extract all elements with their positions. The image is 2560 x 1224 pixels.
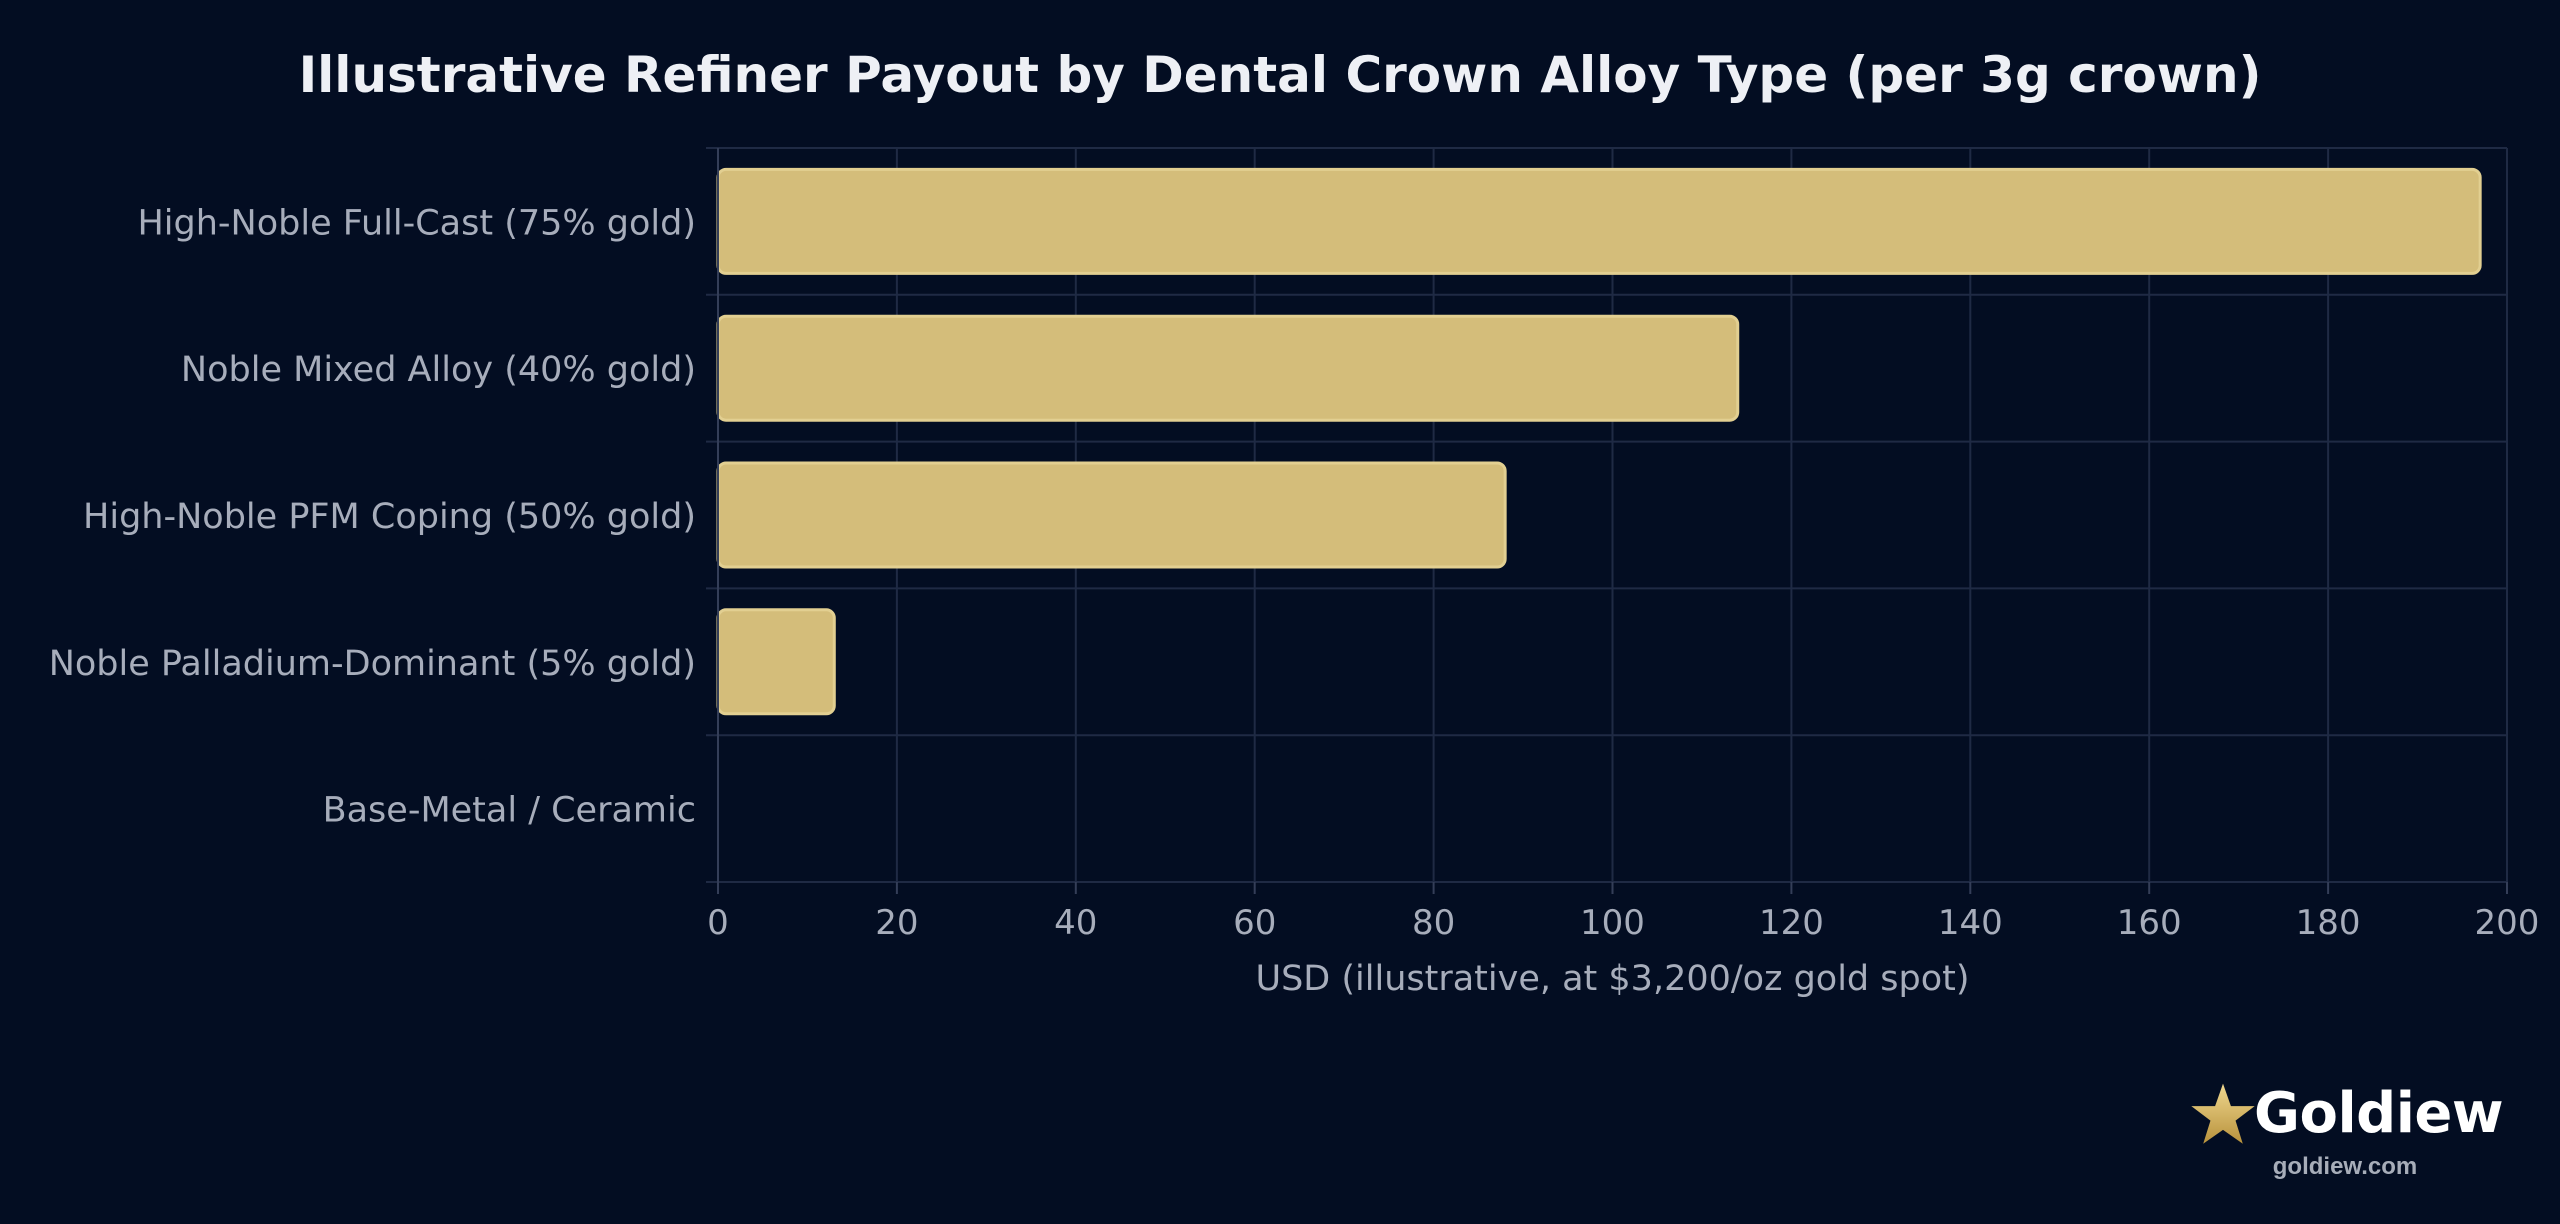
x-tick-label: 100 (1580, 903, 1645, 943)
category-label: High-Noble Full-Cast (75% gold) (137, 203, 696, 243)
x-tick-label: 80 (1412, 903, 1455, 943)
bar (716, 314, 1740, 422)
x-tick-label: 20 (875, 903, 918, 943)
bar (716, 167, 2482, 275)
x-tick-label: 180 (2296, 903, 2361, 943)
axes (717, 148, 2508, 894)
x-tick-label: 200 (2475, 903, 2540, 943)
x-tick-label: 60 (1233, 903, 1276, 943)
x-tick-label: 40 (1054, 903, 1097, 943)
bars (716, 167, 2482, 716)
category-label: Noble Mixed Alloy (40% gold) (181, 350, 696, 390)
star-icon (2191, 1083, 2255, 1144)
bar (716, 461, 1507, 569)
x-tick-label: 160 (2117, 903, 2182, 943)
x-tick-label: 140 (1938, 903, 2003, 943)
x-tick-labels: 0 20 40 60 80 100 120 140 160 180 200 (707, 903, 2539, 943)
category-label: High-Noble PFM Coping (50% gold) (83, 497, 696, 537)
category-label: Noble Palladium-Dominant (5% gold) (49, 644, 696, 684)
brand-logo: Goldiew goldiew.com (2190, 1075, 2504, 1185)
x-tick-label: 120 (1759, 903, 1824, 943)
x-axis-label: USD (illustrative, at $3,200/oz gold spo… (1255, 959, 1969, 999)
brand-name: Goldiew (2254, 1081, 2504, 1146)
category-label: Base-Metal / Ceramic (323, 791, 696, 831)
category-labels: High-Noble Full-Cast (75% gold) Noble Mix… (49, 203, 696, 830)
bar (716, 608, 836, 716)
chart-title: Illustrative Refiner Payout by Dental Cr… (298, 46, 2262, 104)
brand-url: goldiew.com (2272, 1153, 2418, 1180)
x-tick-label: 0 (707, 903, 729, 943)
